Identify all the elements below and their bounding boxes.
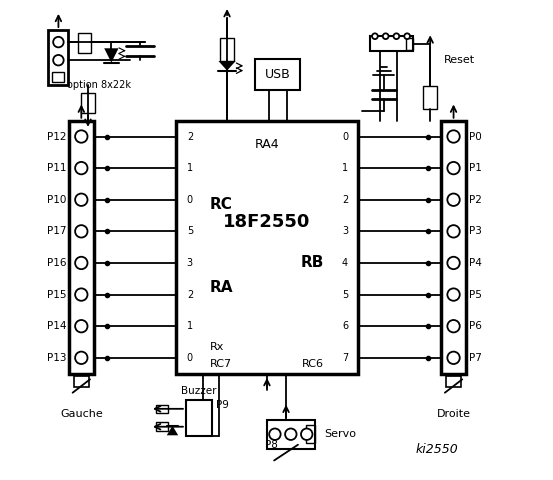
Text: 18F2550: 18F2550 [223, 213, 311, 231]
Text: P13: P13 [46, 353, 66, 363]
Text: 0: 0 [187, 353, 193, 363]
Text: P1: P1 [469, 163, 482, 173]
Text: P11: P11 [46, 163, 66, 173]
Circle shape [404, 34, 410, 39]
Text: P5: P5 [469, 289, 482, 300]
Text: 1: 1 [342, 163, 348, 173]
Text: P9: P9 [216, 400, 229, 410]
Circle shape [53, 37, 64, 48]
Text: 2: 2 [187, 289, 193, 300]
Text: 5: 5 [342, 289, 348, 300]
Text: Droite: Droite [436, 409, 471, 419]
Circle shape [75, 130, 87, 143]
Circle shape [75, 257, 87, 269]
Text: Servo: Servo [324, 429, 356, 439]
Polygon shape [218, 61, 236, 71]
Bar [186, 400, 212, 436]
Circle shape [53, 55, 64, 65]
Text: 6: 6 [342, 321, 348, 331]
Circle shape [269, 429, 280, 440]
Bar [78, 33, 91, 53]
Text: 2: 2 [187, 132, 193, 142]
Circle shape [447, 352, 460, 364]
Text: P17: P17 [46, 227, 66, 236]
Text: 1: 1 [187, 163, 193, 173]
Bar [53, 72, 64, 82]
Circle shape [372, 34, 378, 39]
Text: ki2550: ki2550 [415, 444, 458, 456]
Polygon shape [167, 426, 178, 435]
Text: P0: P0 [469, 132, 482, 142]
Circle shape [447, 130, 460, 143]
Circle shape [75, 320, 87, 333]
Text: P7: P7 [469, 353, 482, 363]
Text: 3: 3 [187, 258, 193, 268]
Circle shape [75, 288, 87, 301]
Text: RA: RA [210, 280, 233, 295]
Circle shape [301, 429, 312, 440]
Bar [255, 59, 300, 90]
Bar [406, 38, 413, 50]
Text: 0: 0 [342, 132, 348, 142]
Bar [267, 420, 315, 448]
Text: option 8x22k: option 8x22k [66, 80, 131, 90]
Text: P4: P4 [469, 258, 482, 268]
Bar [423, 86, 437, 109]
Text: P2: P2 [469, 195, 482, 205]
Bar [220, 38, 234, 61]
Circle shape [447, 257, 460, 269]
Text: 0: 0 [187, 195, 193, 205]
Circle shape [75, 193, 87, 206]
Bar [74, 376, 89, 387]
Text: 7: 7 [342, 353, 348, 363]
Circle shape [75, 225, 87, 238]
Text: 3: 3 [342, 227, 348, 236]
Text: 1: 1 [187, 321, 193, 331]
Bar [446, 376, 461, 387]
Text: 5: 5 [187, 227, 193, 236]
Bar [81, 93, 95, 113]
Text: P16: P16 [46, 258, 66, 268]
Circle shape [447, 193, 460, 206]
Text: Reset: Reset [444, 55, 474, 65]
Text: RC6: RC6 [302, 359, 324, 369]
Circle shape [447, 288, 460, 301]
Circle shape [447, 225, 460, 238]
Text: Rx: Rx [210, 342, 224, 352]
Bar [49, 30, 69, 85]
Text: P10: P10 [46, 195, 66, 205]
Text: P6: P6 [469, 321, 482, 331]
Text: P8: P8 [265, 440, 278, 450]
Bar [69, 120, 93, 373]
Bar [441, 120, 466, 373]
Circle shape [394, 34, 399, 39]
Circle shape [383, 34, 389, 39]
Text: RB: RB [301, 255, 324, 270]
Circle shape [75, 352, 87, 364]
Circle shape [447, 162, 460, 174]
Text: 2: 2 [342, 195, 348, 205]
Bar [306, 425, 315, 444]
Text: RC: RC [210, 197, 233, 212]
Text: Gauche: Gauche [60, 409, 103, 419]
Text: P14: P14 [46, 321, 66, 331]
Bar [156, 422, 168, 431]
Polygon shape [104, 48, 118, 62]
Text: USB: USB [265, 68, 290, 81]
Text: P15: P15 [46, 289, 66, 300]
Text: P12: P12 [46, 132, 66, 142]
Text: Buzzer: Buzzer [181, 386, 217, 396]
Circle shape [447, 320, 460, 333]
Circle shape [75, 162, 87, 174]
Bar [156, 405, 168, 413]
Bar [369, 36, 413, 51]
Circle shape [285, 429, 296, 440]
Text: P3: P3 [469, 227, 482, 236]
Bar [176, 120, 358, 373]
Text: 4: 4 [342, 258, 348, 268]
Text: RC7: RC7 [210, 359, 232, 369]
Text: RA4: RA4 [254, 138, 279, 151]
